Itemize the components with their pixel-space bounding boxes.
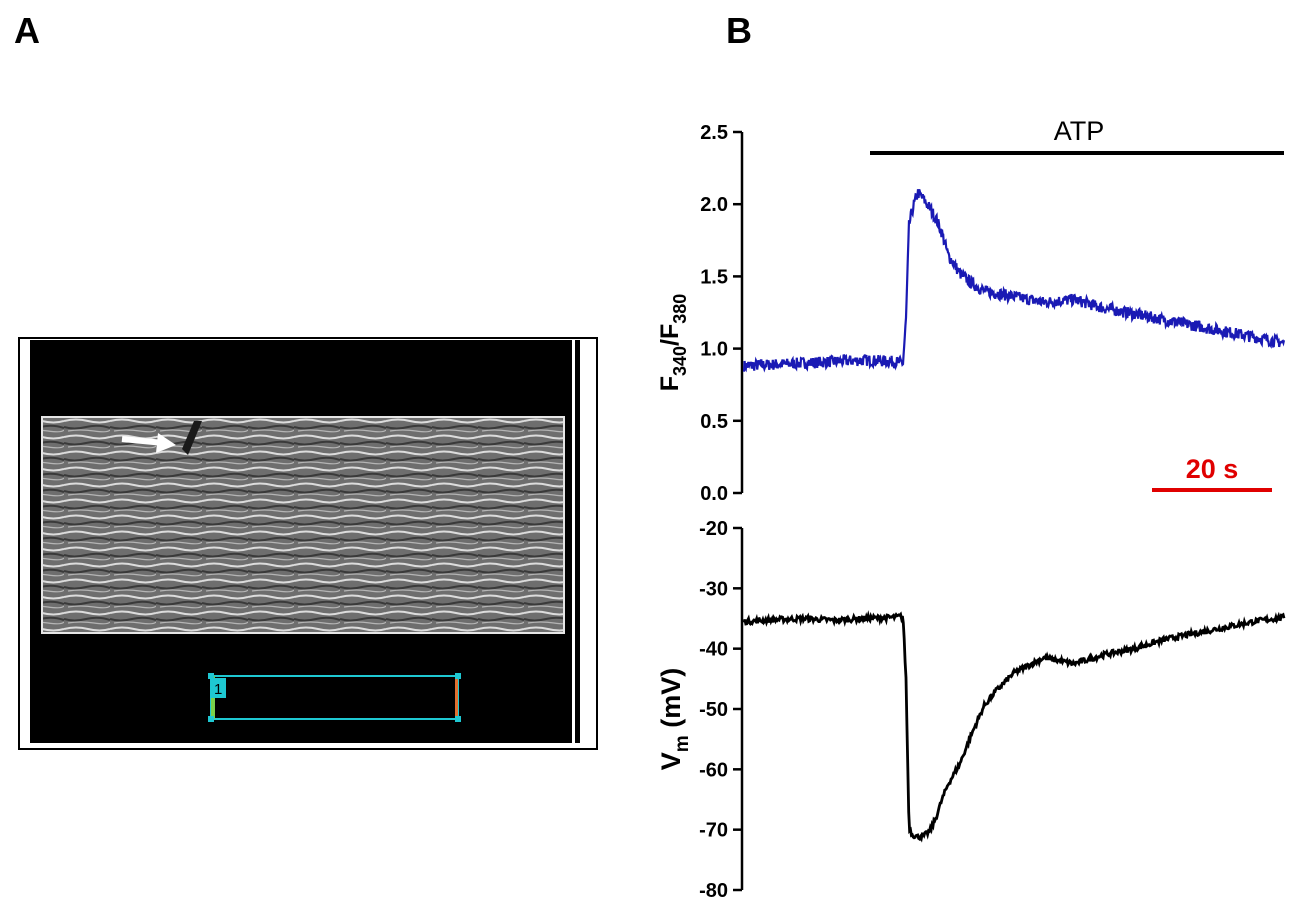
vm-tick-label-1: -70 bbox=[699, 820, 728, 842]
ratio-y-ticks: 0.0 0.5 1.0 1.5 2.0 2.5 bbox=[700, 122, 742, 505]
vm-tick-label-0: -80 bbox=[699, 880, 728, 902]
membrane-potential-chart: -80 -70 -60 -50 -40 -30 -20 Vm (mV) bbox=[656, 518, 1286, 902]
panel-b-charts: 0.0 0.5 1.0 1.5 2.0 2.5 F340/F380 ATP 20 s -8… bbox=[656, 116, 1286, 902]
roi-number: 1 bbox=[214, 681, 222, 698]
ratio-ylabel-sep: /F bbox=[656, 324, 684, 346]
micrograph-image: 1 bbox=[18, 337, 598, 750]
vm-y-ticks: -80 -70 -60 -50 -40 -30 -20 bbox=[699, 518, 742, 902]
panel-label-b: B bbox=[726, 10, 752, 51]
arrow-shaft bbox=[121, 436, 165, 446]
ratio-y-axis-label: F340/F380 bbox=[656, 294, 690, 392]
roi-handle-top-left[interactable] bbox=[208, 673, 214, 679]
ratio-chart: 0.0 0.5 1.0 1.5 2.0 2.5 F340/F380 ATP 20 s bbox=[656, 116, 1286, 505]
ratio-ylabel-main: F bbox=[656, 376, 684, 391]
ratio-tick-label-4: 2.0 bbox=[700, 194, 728, 216]
vm-tick-label-5: -30 bbox=[699, 578, 728, 600]
vm-tick-label-2: -60 bbox=[699, 759, 728, 781]
vm-ylabel-main: V bbox=[656, 752, 686, 770]
arrow-head bbox=[156, 433, 176, 453]
atp-label: ATP bbox=[1054, 116, 1105, 146]
panel-label-a: A bbox=[14, 10, 40, 51]
micrograph-edge-bar bbox=[575, 340, 580, 743]
ratio-tick-label-0: 0.0 bbox=[700, 483, 728, 505]
ratio-tick-label-5: 2.5 bbox=[700, 122, 728, 144]
roi-right-marker bbox=[455, 676, 458, 719]
ratio-ylabel-sub2: 380 bbox=[670, 294, 690, 324]
roi-label-box bbox=[211, 678, 226, 698]
ratio-tick-label-1: 0.5 bbox=[700, 411, 728, 433]
roi-box[interactable]: 1 bbox=[208, 673, 461, 722]
ratio-ylabel-sub1: 340 bbox=[670, 346, 690, 376]
ratio-tick-label-2: 1.0 bbox=[700, 339, 728, 361]
cell-tissue-strip bbox=[42, 417, 564, 633]
electrode-arrow bbox=[121, 433, 176, 453]
vm-tick-label-4: -40 bbox=[699, 639, 728, 661]
ratio-trace bbox=[742, 188, 1286, 373]
vm-y-axis-label: Vm (mV) bbox=[656, 668, 693, 770]
roi-handle-bottom-right[interactable] bbox=[455, 716, 461, 722]
micropipette bbox=[182, 421, 202, 455]
micrograph-border bbox=[18, 337, 598, 750]
roi-handle-top-right[interactable] bbox=[455, 673, 461, 679]
vm-ylabel-sub: m bbox=[672, 735, 693, 752]
time-scale-label: 20 s bbox=[1186, 454, 1239, 484]
vm-tick-label-3: -50 bbox=[699, 699, 728, 721]
roi-handle-bottom-left[interactable] bbox=[208, 716, 214, 722]
vm-trace bbox=[742, 610, 1286, 843]
tissue-strip-edge bbox=[41, 416, 565, 634]
vm-ylabel-unit: (mV) bbox=[656, 668, 686, 736]
vm-tick-label-6: -20 bbox=[699, 518, 728, 540]
ratio-tick-label-3: 1.5 bbox=[700, 266, 728, 288]
